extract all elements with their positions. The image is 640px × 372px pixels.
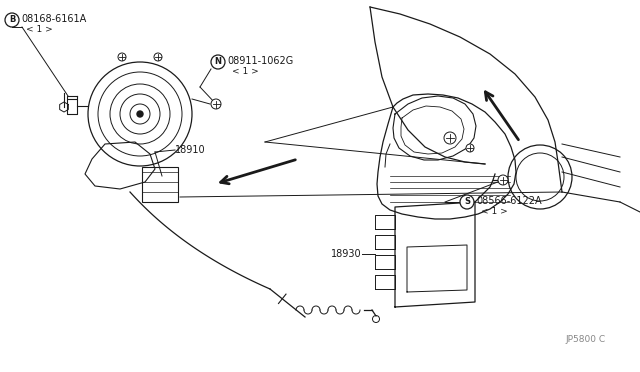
Text: < 1 >: < 1 >: [232, 67, 259, 77]
Text: JP5800 C: JP5800 C: [565, 335, 605, 344]
Text: 18910: 18910: [175, 145, 205, 155]
Circle shape: [211, 55, 225, 69]
Text: 08168-6161A: 08168-6161A: [21, 14, 86, 24]
Text: 18930: 18930: [332, 249, 362, 259]
Circle shape: [444, 132, 456, 144]
Text: 08566-6122A: 08566-6122A: [476, 196, 541, 206]
Text: N: N: [214, 58, 221, 67]
Circle shape: [460, 195, 474, 209]
Circle shape: [154, 53, 162, 61]
Text: B: B: [9, 16, 15, 25]
Circle shape: [5, 13, 19, 27]
Text: 08911-1062G: 08911-1062G: [227, 56, 293, 66]
Circle shape: [211, 99, 221, 109]
Circle shape: [118, 53, 126, 61]
Text: < 1 >: < 1 >: [481, 208, 508, 217]
Circle shape: [498, 175, 508, 185]
Circle shape: [466, 144, 474, 152]
Text: S: S: [464, 198, 470, 206]
Circle shape: [137, 111, 143, 117]
Text: < 1 >: < 1 >: [26, 26, 52, 35]
